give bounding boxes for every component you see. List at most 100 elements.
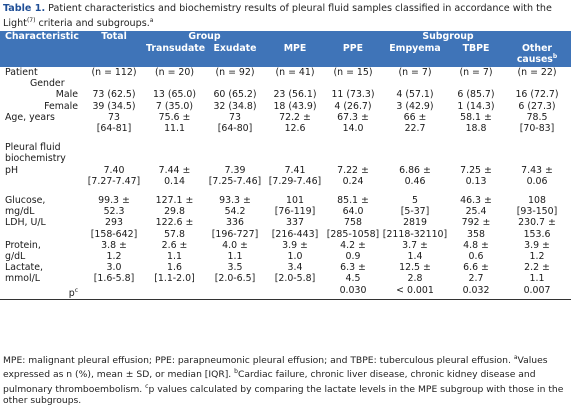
footnote-mark-b: b bbox=[234, 368, 238, 376]
cell: 29.8 bbox=[164, 206, 185, 218]
row-label: Female bbox=[44, 100, 78, 112]
row-label: mmol/L bbox=[5, 273, 40, 285]
cell: (n = 7) bbox=[398, 67, 432, 78]
cell: [5-37] bbox=[400, 206, 430, 218]
row-label: pH bbox=[5, 164, 19, 176]
cell: 7.22 ± bbox=[337, 164, 369, 176]
cell: 1.2 bbox=[529, 251, 545, 263]
cell: [1.1-2.0] bbox=[154, 273, 195, 285]
cell: < 0.001 bbox=[381, 284, 449, 300]
cell: 4.8 ± bbox=[463, 239, 489, 251]
table-row: Lactate, 3.0 1.6 3.5 3.4 6.3 ± 12.5 ± 6.6 ± 2.2 … bbox=[0, 262, 571, 273]
cell: 23 (56.1) bbox=[273, 89, 317, 101]
row-label: LDH, U/L bbox=[5, 217, 46, 229]
cell: 4 (57.1) bbox=[396, 89, 434, 101]
cell: 122.6 ± bbox=[155, 217, 194, 229]
cell: 54.2 bbox=[224, 206, 246, 218]
table-row: Pleural fluid bbox=[0, 142, 571, 153]
cell: 3.9 ± bbox=[524, 239, 550, 251]
cell: 0.6 bbox=[468, 251, 484, 263]
cell: 7.39 bbox=[224, 164, 246, 176]
cell: 4 (26.7) bbox=[334, 100, 372, 112]
cell: 337 bbox=[286, 217, 304, 229]
col-causes-mark: b bbox=[552, 53, 558, 61]
col-tbpe: TBPE bbox=[449, 43, 503, 67]
p-mark: c bbox=[74, 286, 78, 294]
table-row: [158-642] 57.8 [196-727] [216-443] [285-1058… bbox=[0, 229, 571, 240]
table-caption: Table 1. Patient characteristics and bio… bbox=[3, 3, 565, 30]
col-subgroup: Subgroup bbox=[325, 31, 571, 43]
cell: 4.2 ± bbox=[340, 239, 366, 251]
col-transudate: Transudate bbox=[144, 43, 205, 67]
row-label-biochemistry: biochemistry bbox=[5, 153, 66, 165]
table-row: Glucose, 99.3 ± 127.1 ± 93.3 ± 101 85.1 ± 5 46.… bbox=[0, 195, 571, 206]
cell: 6 (27.3) bbox=[518, 100, 556, 112]
cell: 64.0 bbox=[342, 206, 364, 218]
cell: 2819 bbox=[403, 217, 427, 229]
cell: 11 (73.3) bbox=[331, 89, 375, 101]
cell: 60 (65.2) bbox=[213, 89, 257, 101]
cell: 127.1 ± bbox=[155, 195, 194, 207]
col-total: Total bbox=[84, 31, 144, 43]
row-label: Lactate, bbox=[5, 262, 43, 274]
cell: 4.5 bbox=[345, 273, 361, 285]
cell: 0.06 bbox=[526, 175, 548, 187]
cell: 101 bbox=[286, 195, 304, 207]
table-row: pH 7.40 7.44 ± 7.39 7.41 7.22 ± 6.86 ± 7.25 ± 7.… bbox=[0, 165, 571, 176]
cell: 336 bbox=[226, 217, 244, 229]
cell: 12.6 bbox=[284, 123, 306, 135]
cell: 7 (35.0) bbox=[155, 100, 194, 112]
cell: 1.0 bbox=[287, 251, 303, 263]
caption-ref: (7) bbox=[26, 17, 36, 24]
footnote-causes: Cardiac failure, chronic liver disease, … bbox=[3, 369, 536, 395]
table-row: [64-81] 11.1 [64-80] 12.6 14.0 22.7 18.8 [70-83… bbox=[0, 123, 571, 134]
cell: 25.4 bbox=[465, 206, 487, 218]
cell: 32 (34.8) bbox=[213, 100, 257, 112]
cell: [7.29-7.46] bbox=[268, 175, 322, 187]
table-row: Male 73 (62.5) 13 (65.0) 60 (65.2) 23 (56.1)… bbox=[0, 89, 571, 100]
cell: 792 ± bbox=[461, 217, 491, 229]
table-row: Gender bbox=[0, 78, 571, 89]
cell: 0.13 bbox=[465, 175, 487, 187]
table-row: Age, years 73 75.6 ± 73 72.2 ± 67.3 ± 66 ± 58.1… bbox=[0, 112, 571, 123]
cell: 0.9 bbox=[345, 251, 361, 263]
cell: 1.6 bbox=[167, 262, 182, 274]
cell: 7.40 bbox=[103, 164, 125, 176]
cell: [2.0-5.8] bbox=[274, 273, 316, 285]
cell: 93.3 ± bbox=[219, 195, 251, 207]
row-label: g/dL bbox=[5, 251, 26, 263]
col-causes-label: causes bbox=[516, 54, 553, 66]
data-table: Characteristic Total Group Subgroup Tran… bbox=[0, 31, 571, 300]
cell: [70-83] bbox=[519, 123, 555, 135]
cell: [1.6-5.8] bbox=[93, 273, 135, 285]
cell bbox=[205, 284, 265, 300]
cell: 6.3 ± bbox=[340, 262, 366, 274]
cell: 16 (72.7) bbox=[515, 89, 559, 101]
cell: 14.0 bbox=[342, 123, 364, 135]
cell bbox=[84, 284, 144, 300]
cell: 293 bbox=[105, 217, 123, 229]
p-value-label: pc bbox=[0, 284, 84, 300]
cell: 75.6 ± bbox=[158, 111, 191, 123]
cell: [64-80] bbox=[217, 123, 253, 135]
cell: 52.3 bbox=[103, 206, 125, 218]
row-label bbox=[0, 176, 84, 187]
row-label: Age, years bbox=[5, 111, 55, 123]
table-row: mg/dL 52.3 29.8 54.2 [76-119] 64.0 [5-37] 25.4 [… bbox=[0, 206, 571, 217]
cell: 7.43 ± bbox=[521, 164, 553, 176]
header-spacer bbox=[265, 31, 325, 43]
footnote-values: Values expressed as n (%), mean ± SD, or… bbox=[3, 355, 548, 381]
footnote-pvalues: p values calculated by comparing the lac… bbox=[3, 383, 564, 406]
cell: 3.9 ± bbox=[282, 239, 308, 251]
cell: 1.1 bbox=[227, 251, 243, 263]
table-row: Patient (n = 112) (n = 20) (n = 92) (n = 41)… bbox=[0, 67, 571, 78]
spacer-row bbox=[0, 187, 571, 195]
cell: 0.24 bbox=[342, 175, 364, 187]
caption-mark: a bbox=[149, 17, 154, 24]
cell: 1.1 bbox=[167, 251, 182, 263]
cell: 57.8 bbox=[164, 228, 185, 240]
cell: 73 bbox=[229, 111, 241, 123]
cell: [7.27-7.47] bbox=[87, 175, 141, 187]
row-label: Protein, bbox=[5, 239, 41, 251]
